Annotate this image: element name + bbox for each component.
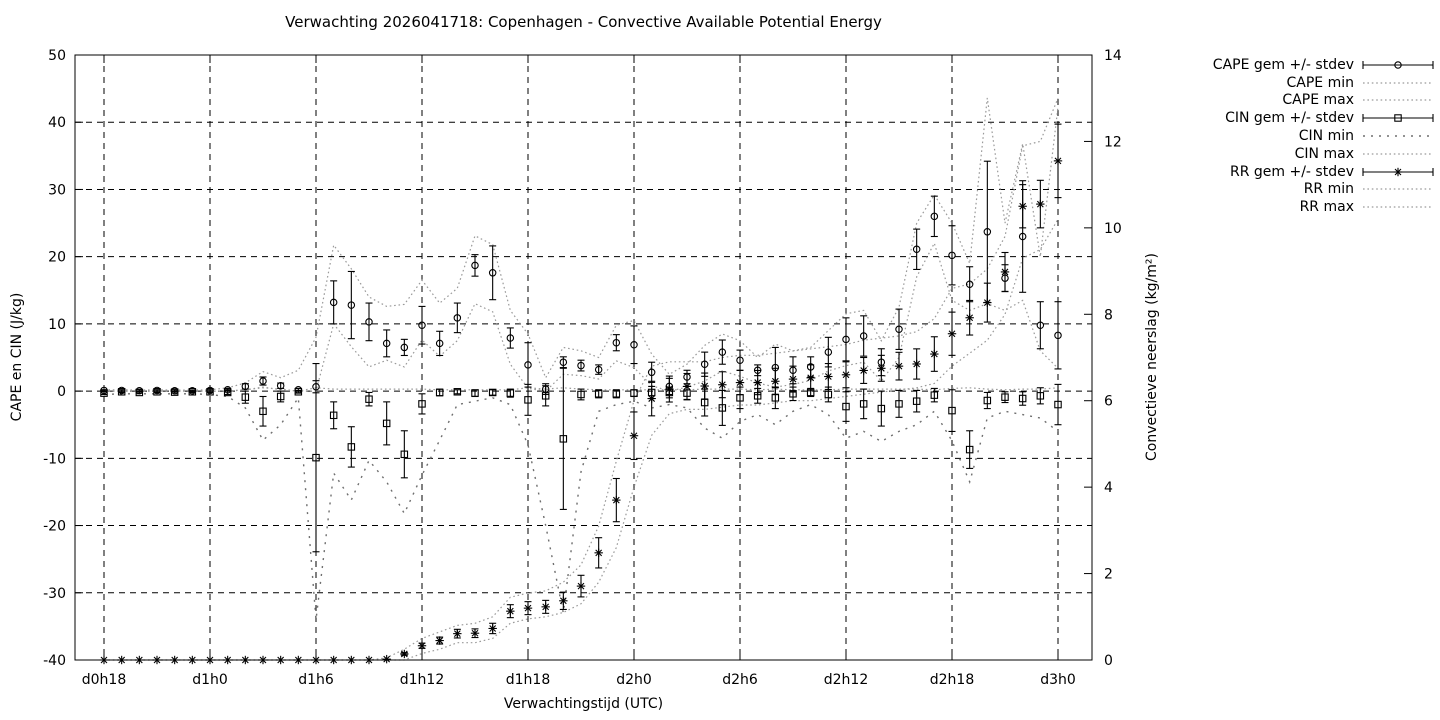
series-cape-max	[104, 97, 1059, 391]
legend-label: RR min	[1303, 181, 1354, 198]
series-cin-max	[104, 387, 1059, 392]
x-tick-label: d2h18	[930, 672, 974, 688]
x-tick-label: d3h0	[1040, 672, 1076, 688]
legend-key-star-errorbar-icon	[1362, 167, 1434, 176]
x-tick-label: d2h0	[616, 672, 652, 688]
x-tick-label: d2h6	[722, 672, 758, 688]
chart-title: Verwachting 2026041718: Copenhagen - Con…	[285, 13, 882, 31]
legend-item-rr-max: RR max	[1213, 198, 1436, 216]
legend: CAPE gem +/- stdev CAPE min CAPE max CIN ge…	[1213, 56, 1436, 216]
legend-key-dotted-line-icon	[1363, 82, 1433, 84]
legend-label: CIN max	[1294, 145, 1354, 162]
legend-item-cin-min: CIN min	[1213, 127, 1436, 145]
legend-key-circle-errorbar-icon	[1362, 60, 1434, 69]
y-left-tick-label: -30	[43, 586, 66, 602]
legend-label: CIN gem +/- stdev	[1225, 110, 1354, 127]
legend-item-cape-min: CAPE min	[1213, 74, 1436, 92]
plot-frame	[74, 54, 1093, 661]
legend-item-rr-gem-stdev: RR gem +/- stdev	[1213, 163, 1436, 181]
x-tick-label: d1h18	[506, 672, 550, 688]
y-left-tick-label: 30	[48, 182, 66, 198]
legend-item-rr-min: RR min	[1213, 181, 1436, 199]
y-left-tick-label: 20	[48, 250, 66, 266]
legend-key-dotted-line-icon	[1363, 135, 1433, 137]
legend-item-cape-max: CAPE max	[1213, 92, 1436, 110]
legend-label: CIN min	[1298, 128, 1354, 145]
x-tick-label: d1h0	[192, 672, 228, 688]
y-left-tick-label: -10	[43, 451, 66, 467]
y-right-tick-label: 0	[1104, 653, 1113, 669]
y-right-tick-label: 10	[1104, 221, 1122, 237]
legend-label: CAPE min	[1286, 74, 1355, 91]
x-tick-label: d0h18	[82, 672, 126, 688]
y-right-tick-label: 8	[1104, 307, 1113, 323]
gridlines	[75, 55, 1092, 660]
tick-marks	[75, 54, 1092, 661]
y-left-tick-label: 0	[57, 384, 66, 400]
y-left-tick-label: -20	[43, 519, 66, 535]
legend-item-cin-gem-stdev: CIN gem +/- stdev	[1213, 109, 1436, 127]
legend-key-square-errorbar-icon	[1362, 114, 1434, 123]
y-left-tick-label: 40	[48, 115, 66, 131]
y-left-tick-label: 10	[48, 317, 66, 333]
x-axis-title: Verwachtingstijd (UTC)	[503, 696, 664, 712]
series-cin-gem-stdev	[100, 362, 1062, 553]
y-right-tick-label: 2	[1104, 567, 1113, 583]
legend-key-dotted-line-icon	[1363, 99, 1433, 102]
y-left-tick-label: 50	[48, 48, 66, 64]
legend-label: CAPE gem +/- stdev	[1212, 56, 1354, 73]
legend-label: RR max	[1299, 199, 1354, 216]
legend-key-dotted-line-icon	[1363, 153, 1433, 155]
x-tick-label: d2h12	[824, 672, 868, 688]
series-cin-min	[103, 393, 1059, 620]
series-cape-gem-stdev	[100, 160, 1062, 396]
legend-label: CAPE max	[1282, 92, 1354, 109]
series-cape-min	[104, 241, 1059, 392]
x-tick-label: d1h12	[400, 672, 444, 688]
legend-item-cin-max: CIN max	[1213, 145, 1436, 163]
legend-key-dotted-line-icon	[1363, 188, 1433, 191]
y-right-tick-label: 12	[1104, 134, 1122, 150]
y-left-tick-label: -40	[43, 653, 66, 669]
y-right-tick-label: 14	[1104, 48, 1122, 64]
legend-label: RR gem +/- stdev	[1229, 163, 1354, 180]
y-right-tick-label: 6	[1104, 394, 1113, 410]
legend-key-dotted-line-icon	[1363, 206, 1433, 208]
legend-item-cape-gem-stdev: CAPE gem +/- stdev	[1213, 56, 1436, 74]
y-right-tick-label: 4	[1104, 480, 1113, 496]
x-tick-label: d1h6	[298, 672, 334, 688]
